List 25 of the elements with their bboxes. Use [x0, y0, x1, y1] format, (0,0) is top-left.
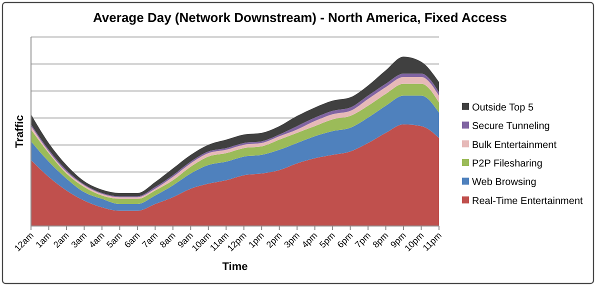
x-tick-label: 2pm	[264, 230, 284, 250]
legend-label: Outside Top 5	[472, 102, 534, 114]
legend-label: Web Browsing	[472, 177, 536, 188]
x-tick-label: 5pm	[318, 230, 337, 250]
x-tick-label: 4pm	[300, 230, 320, 250]
x-tick-label: 3am	[69, 230, 89, 250]
x-tick-label: 6am	[122, 230, 142, 250]
x-tick-label: 8pm	[370, 230, 390, 250]
legend-label: Secure Tunneling	[472, 121, 550, 132]
x-tick-label: 1am	[34, 230, 54, 250]
x-tick-label: 1pm	[246, 230, 266, 250]
x-axis-title: Time	[222, 261, 248, 273]
legend-label: Bulk Entertainment	[472, 140, 557, 151]
x-tick-label: 3pm	[282, 230, 302, 250]
legend-label: Real-Time Entertainment	[472, 196, 584, 207]
y-axis-title: Traffic	[14, 114, 26, 148]
x-tick-label: 5am	[104, 230, 124, 250]
legend-label: P2P Filesharing	[472, 158, 542, 170]
x-tick-label: 2am	[51, 230, 71, 250]
x-tick-label: 7am	[140, 230, 160, 250]
x-tick-label: 6pm	[335, 230, 355, 250]
x-tick-label: 7pm	[353, 230, 372, 250]
x-tick-label: 4am	[86, 230, 106, 250]
x-tick-label: 8am	[158, 230, 178, 250]
chart-title: Average Day (Network Downstream) - North America, Fixed Access	[93, 10, 507, 25]
